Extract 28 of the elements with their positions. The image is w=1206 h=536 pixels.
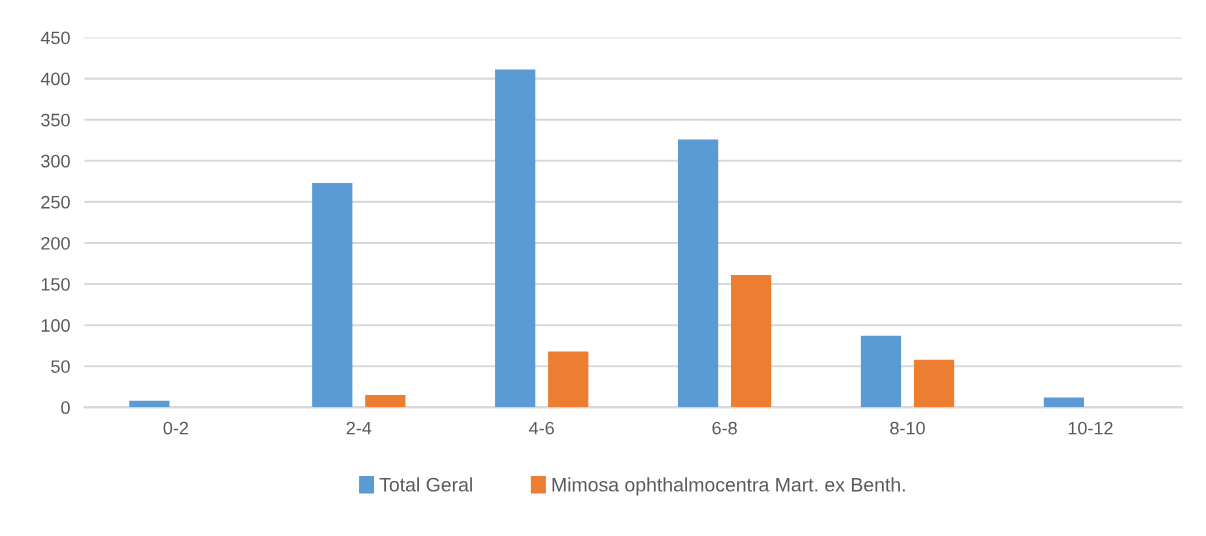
y-tick-label: 450 (40, 31, 70, 45)
x-tick-label: 6-8 (712, 421, 737, 435)
legend-label: Mimosa ophthalmocentra Mart. ex Benth. (552, 477, 905, 496)
y-tick-label: 350 (41, 113, 70, 127)
x-tick-label: 0-2 (163, 421, 189, 435)
bar (365, 395, 406, 408)
bar (1043, 397, 1085, 408)
y-tick-label: 150 (41, 278, 70, 291)
x-tick-label: 4-6 (529, 421, 554, 435)
x-tick-label: 10-12 (1068, 421, 1113, 435)
bar (548, 351, 589, 408)
legend-label: Total Geral (379, 477, 472, 492)
bar (495, 69, 536, 408)
x-tick-label: 8-10 (890, 421, 925, 435)
y-tick-label: 250 (41, 195, 70, 209)
y-tick-label: 300 (41, 154, 70, 168)
bar (677, 139, 719, 408)
bar (312, 182, 353, 408)
bar (913, 359, 955, 408)
y-tick-label: 50 (51, 360, 70, 373)
y-tick-label: 400 (40, 72, 70, 86)
y-tick-label: 200 (41, 236, 70, 250)
bar (860, 335, 902, 408)
x-tick-label: 2-4 (346, 421, 372, 435)
bar (129, 400, 170, 408)
y-tick-label: 0 (61, 401, 70, 415)
bar (731, 275, 772, 408)
y-tick-label: 100 (41, 319, 70, 332)
